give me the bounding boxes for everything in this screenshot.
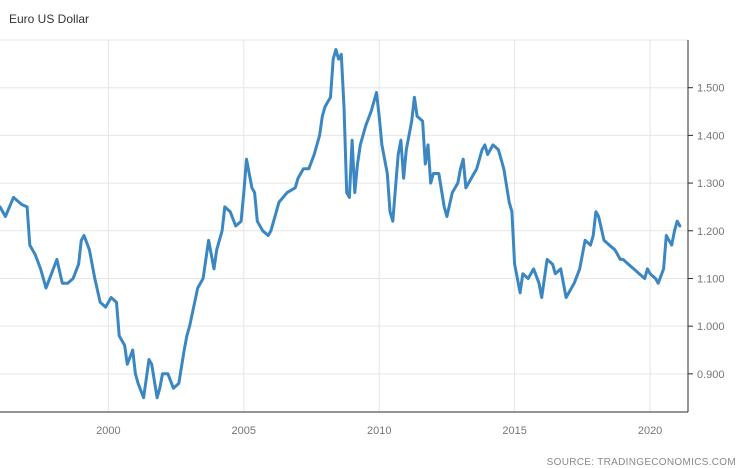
tick-labels: 0.900 1.000 1.100 1.200 1.300 1.400 1.500 2000 2… (96, 83, 724, 437)
axis-ticks (688, 87, 693, 375)
y-tick-label: 1.300 (697, 178, 725, 190)
chart-title: Euro US Dollar (9, 12, 90, 26)
x-tick-label: 2005 (232, 425, 256, 437)
y-tick-label: 1.200 (697, 226, 725, 238)
x-tick-label: 2010 (367, 425, 391, 437)
y-tick-label: 1.100 (697, 273, 725, 285)
series-line (0, 48, 682, 400)
y-tick-label: 1.400 (697, 130, 725, 142)
y-tick-label: 1.500 (697, 83, 725, 95)
x-tick-label: 2000 (96, 425, 120, 437)
source-note: SOURCE: TRADINGECONOMICS.COM (546, 457, 736, 468)
x-tick-label: 2020 (638, 425, 662, 437)
y-tick-label: 1.000 (697, 321, 725, 333)
x-tick-label: 2015 (502, 425, 526, 437)
y-tick-label: 0.900 (697, 369, 725, 381)
grid-lines (0, 39, 688, 412)
